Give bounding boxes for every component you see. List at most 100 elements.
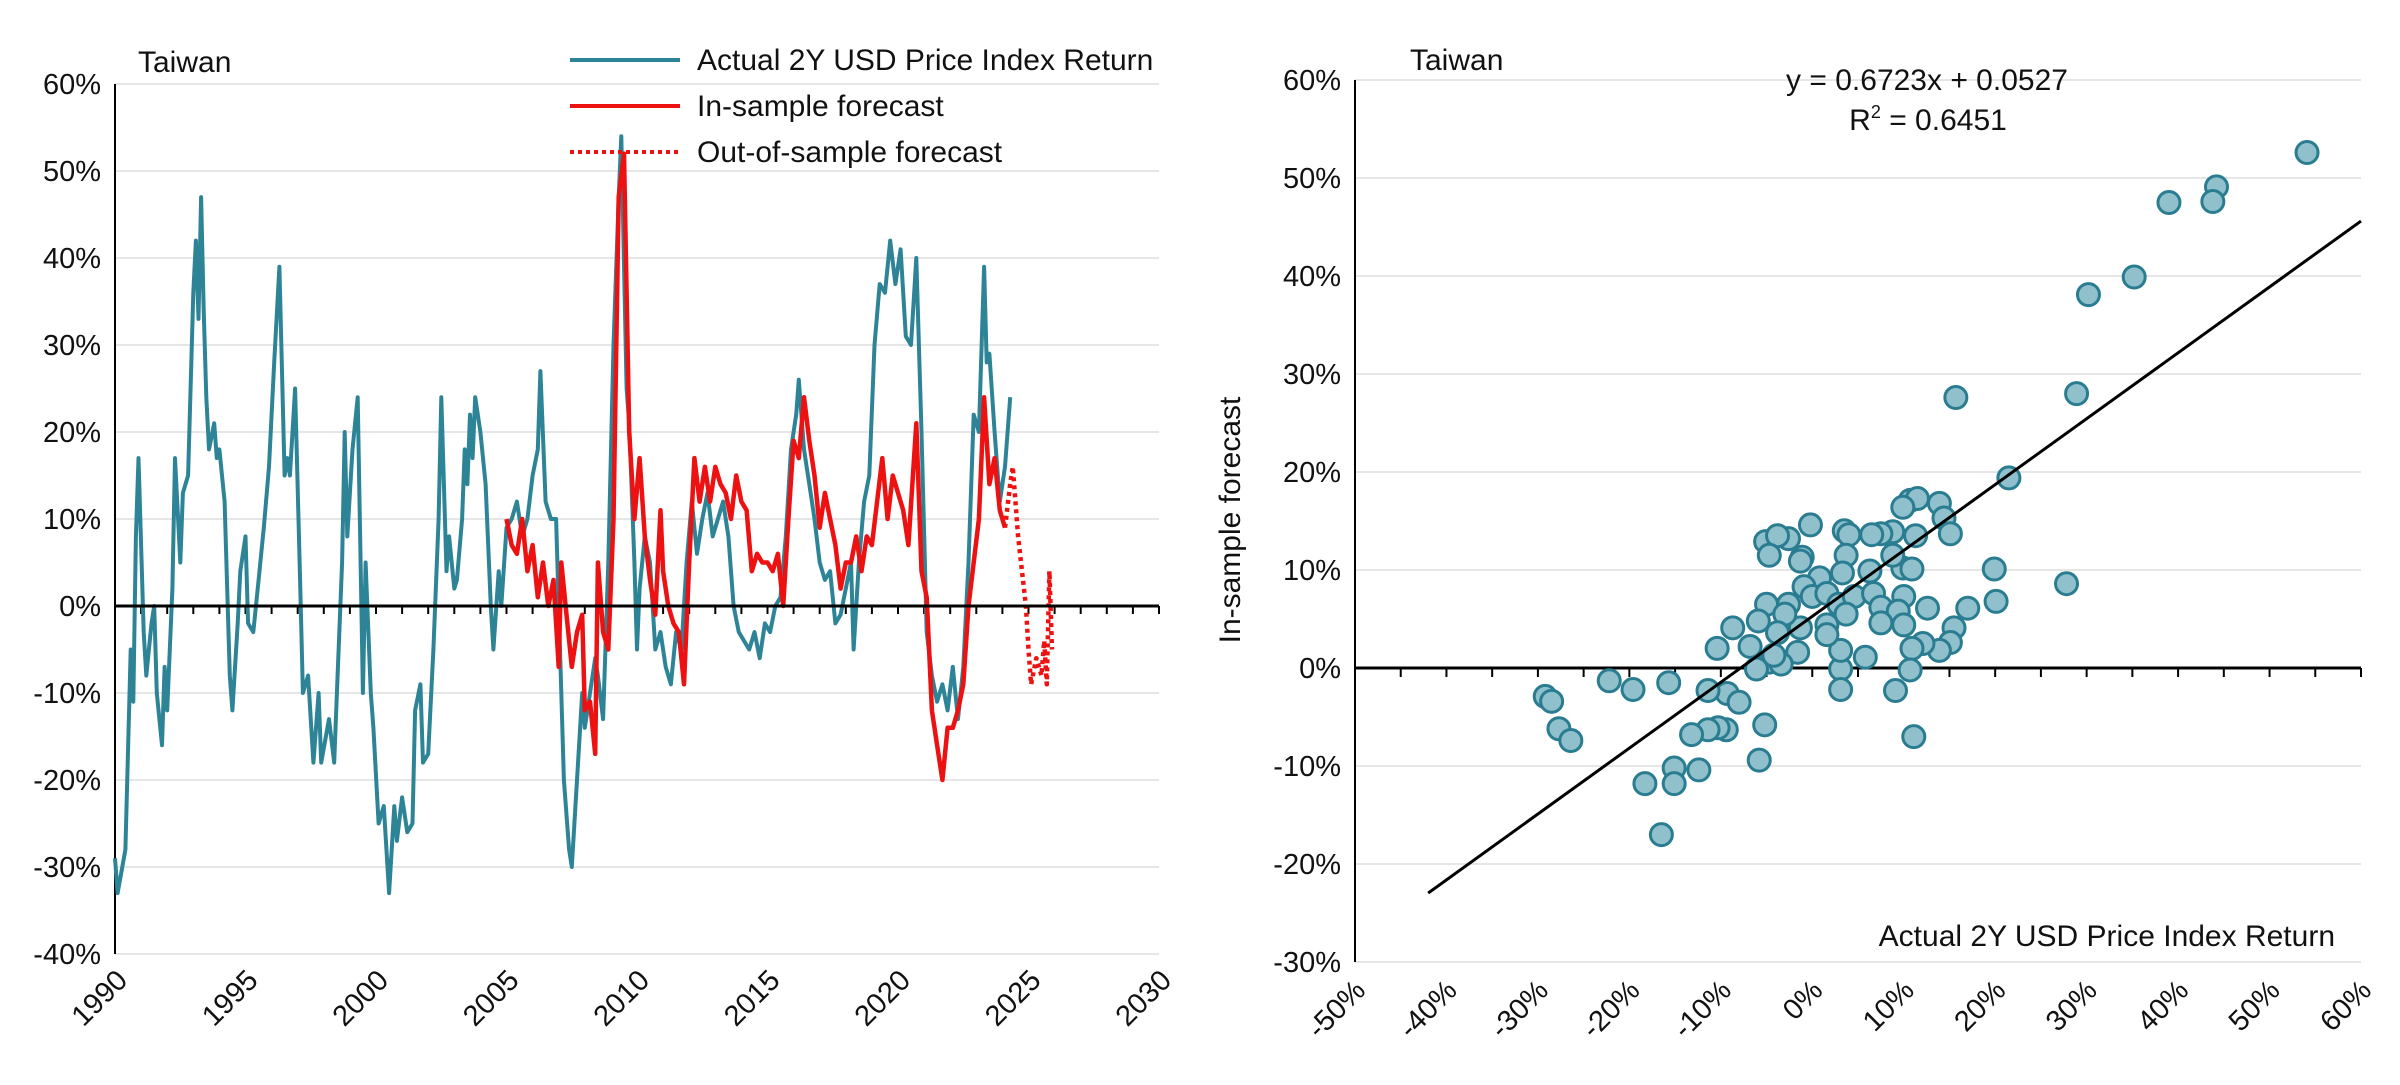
- x-tick-label: 40%: [2131, 974, 2195, 1038]
- y-tick-label: -30%: [33, 852, 101, 884]
- x-tick-label: 2005: [457, 964, 525, 1032]
- legend-label: In-sample forecast: [697, 90, 944, 123]
- y-tick-label: 0%: [59, 591, 101, 623]
- legend-label: Out-of-sample forecast: [697, 136, 1003, 169]
- y-tick-label: 60%: [1283, 65, 1341, 97]
- x-tick-label: 20%: [1948, 974, 2012, 1038]
- scatter-point: [1797, 512, 1823, 538]
- scatter-point: [1661, 771, 1687, 797]
- scatter-point: [1720, 615, 1746, 641]
- scatter-point: [1785, 639, 1811, 665]
- x-tick-label: 30%: [2040, 974, 2104, 1038]
- y-tick-label: 20%: [1283, 457, 1341, 489]
- scatter-point: [2294, 140, 2320, 166]
- scatter-point: [1620, 677, 1646, 703]
- x-tick-label: 0%: [1777, 974, 1829, 1026]
- r-squared-superscript: 2: [1871, 102, 1881, 122]
- scatter-point: [1890, 494, 1916, 520]
- scatter-point: [1836, 522, 1862, 548]
- y-tick-label: 50%: [1283, 163, 1341, 195]
- r-squared-label: R2 = 0.6451: [1849, 102, 2007, 137]
- x-tick-label: -40%: [1393, 974, 1464, 1045]
- y-tick-label: 60%: [43, 69, 101, 101]
- x-tick-label: 50%: [2223, 974, 2287, 1038]
- scatter-point: [1686, 757, 1712, 783]
- scatter-point: [1891, 612, 1917, 638]
- scatter-point: [1915, 595, 1941, 621]
- scatter-point: [1648, 822, 1674, 848]
- scatter-point: [2200, 189, 2226, 215]
- scatter-point: [1983, 588, 2009, 614]
- scatter-point: [2075, 282, 2101, 308]
- scatter-point: [1746, 747, 1772, 773]
- time-series-chart: 60% 50% 40% 30% 20% 10% 0% -10% -20% -30% -40%1990…: [33, 44, 1178, 1033]
- scatter-point: [1882, 678, 1908, 704]
- x-tick-label: -30%: [1484, 974, 1555, 1045]
- x-tick-label: 1990: [66, 964, 134, 1032]
- series-line-in-sample: [504, 151, 1008, 783]
- scatter-point: [1656, 670, 1682, 696]
- series-line-out-of-sample: [1002, 464, 1055, 687]
- scatter-point: [1943, 385, 1969, 411]
- y-tick-label: -20%: [1273, 849, 1341, 881]
- scatter-point: [1737, 633, 1763, 659]
- y-axis-title: In-sample forecast: [1214, 396, 1247, 643]
- scatter-point: [1859, 522, 1885, 548]
- x-tick-label: 1995: [196, 964, 264, 1032]
- scatter-point: [2064, 381, 2090, 407]
- trendline-equation: y = 0.6723x + 0.0527: [1786, 64, 2068, 97]
- scatter-point: [1756, 542, 1782, 568]
- chart-title: Taiwan: [1410, 44, 1503, 77]
- scatter-point: [1632, 771, 1658, 797]
- legend-label: Actual 2Y USD Price Index Return: [697, 44, 1153, 77]
- x-tick-label: 2030: [1110, 964, 1178, 1032]
- x-tick-label: 2015: [718, 964, 786, 1032]
- scatter-point: [1897, 657, 1923, 683]
- scatter-point: [1704, 635, 1730, 661]
- y-tick-label: 40%: [1283, 261, 1341, 293]
- scatter-point: [1828, 637, 1854, 663]
- scatter-point: [1814, 622, 1840, 648]
- scatter-point: [1901, 724, 1927, 750]
- x-tick-label: 2025: [979, 964, 1047, 1032]
- y-tick-label: -10%: [33, 678, 101, 710]
- scatter-point: [2121, 264, 2147, 290]
- scatter-chart: 60%50%40%30%20%10%0%-10%-20%-30%-50% -40%…: [1214, 44, 2378, 1045]
- x-tick-label: -10%: [1667, 974, 1738, 1045]
- r-squared-text: R: [1849, 104, 1871, 137]
- scatter-point: [1899, 635, 1925, 661]
- scatter-point: [1828, 677, 1854, 703]
- y-tick-label: 10%: [43, 504, 101, 536]
- x-tick-label: 2000: [327, 964, 395, 1032]
- scatter-point: [1899, 556, 1925, 582]
- scatter-point: [1829, 560, 1855, 586]
- scatter-point: [1868, 610, 1894, 636]
- scatter-point: [1955, 595, 1981, 621]
- y-tick-label: -40%: [33, 939, 101, 971]
- x-tick-label: 10%: [1857, 974, 1921, 1038]
- y-tick-label: 40%: [43, 243, 101, 275]
- x-tick-label: 60%: [2314, 974, 2378, 1038]
- y-tick-label: 0%: [1299, 653, 1341, 685]
- scatter-point: [2054, 571, 2080, 597]
- scatter-point: [1726, 689, 1752, 715]
- scatter-point: [1558, 728, 1584, 754]
- scatter-point: [1852, 644, 1878, 670]
- scatter-point: [1752, 712, 1778, 738]
- y-tick-label: 30%: [1283, 359, 1341, 391]
- scatter-point: [1745, 608, 1771, 634]
- y-tick-label: 30%: [43, 330, 101, 362]
- trendline: [1427, 219, 2362, 895]
- y-tick-label: 10%: [1283, 555, 1341, 587]
- scatter-point: [1596, 668, 1622, 694]
- y-tick-label: 50%: [43, 156, 101, 188]
- chart-title: Taiwan: [138, 46, 231, 79]
- scatter-point: [2156, 190, 2182, 215]
- scatter-point: [1981, 556, 2007, 582]
- y-tick-label: -30%: [1273, 947, 1341, 979]
- x-tick-label: 2020: [849, 964, 917, 1032]
- scatter-point: [1539, 688, 1565, 714]
- y-tick-label: 20%: [43, 417, 101, 449]
- y-tick-label: -20%: [33, 765, 101, 797]
